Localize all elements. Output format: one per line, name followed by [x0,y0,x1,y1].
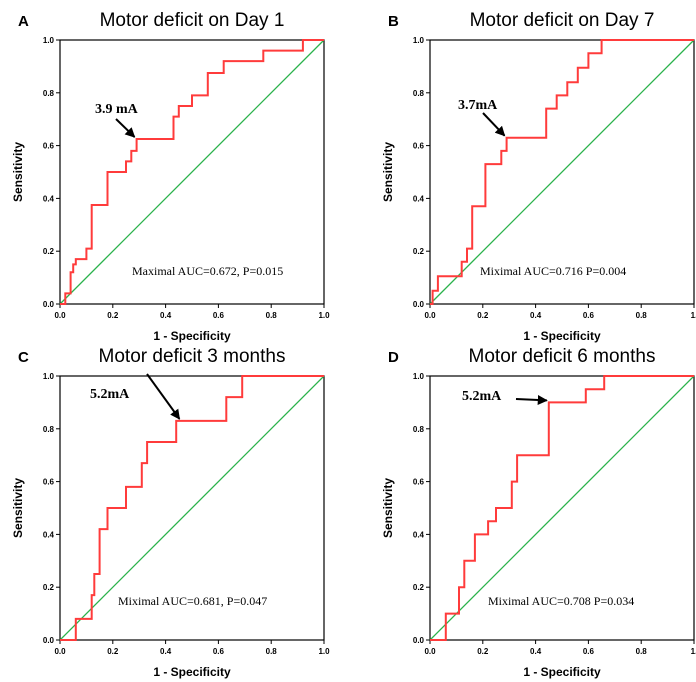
panel-d-letter: D [388,349,399,366]
panel-a-x-tick-label: 0.0 [54,311,66,320]
panel-a-x-tick-label: 0.2 [107,311,119,320]
panel-b-x-tick-label: 0.6 [583,311,595,320]
panel-c-y-tick-label: 0.6 [43,478,55,487]
panel-d-title: Motor deficit 6 months [469,346,656,367]
panel-b-x-tick-label: 0.0 [424,311,436,320]
panel-b-y-tick-label: 0.0 [413,300,425,309]
panel-c-letter: C [18,349,29,366]
panel-d-y-axis-label: Sensitivity [381,478,395,538]
panel-b-x-tick-label: 0.2 [477,311,489,320]
panel-c-y-tick-label: 0.4 [43,530,55,539]
panel-c-title: Motor deficit 3 months [99,346,286,367]
panel-a-y-tick-label: 0.0 [43,300,55,309]
panel-a-reference-line [59,39,325,305]
panel-d-x-tick-label: 0.0 [424,647,436,656]
panel-a-x-tick-label: 0.4 [160,311,172,320]
panel-c-y-axis-label: Sensitivity [11,478,25,538]
panel-a-x-axis-label: 1 - Specificity [153,329,231,343]
panel-c-cutoff-label: 5.2mA [90,387,130,402]
panel-b-title: Motor deficit on Day 7 [470,10,655,31]
panel-b-reference-line [429,39,695,305]
panel-b-x-tick-label: 0.8 [636,311,648,320]
panel-c-x-tick-label: 0.2 [107,647,119,656]
panel-a-y-tick-label: 1.0 [43,36,55,45]
panel-c-auc-text: Miximal AUC=0.681, P=0.047 [118,594,267,608]
panel-c-x-tick-label: 1.0 [318,647,330,656]
panel-a-roc-curve [60,39,324,305]
panel-c-x-tick-label: 0.8 [266,647,278,656]
panel-b: B Motor deficit on Day 7 0.0 0.2 0.4 0.6 0.8 1.… [381,10,696,343]
panel-a-y-axis-label: Sensitivity [11,142,25,202]
panel-b-cutoff-arrow [482,112,506,137]
panel-a-x-tick-label: 1.0 [318,311,330,320]
panel-a-letter: A [18,13,29,30]
panel-b-y-tick-label: 0.6 [413,142,425,151]
panel-c-x-tick-label: 0.0 [54,647,66,656]
panel-d-x-tick-label: 1. [691,647,696,656]
panel-b-y-tick-label: 0.4 [413,194,425,203]
panel-c: C Motor deficit 3 months 0.0 0.2 0.4 0.6 0.8 1.… [11,346,330,679]
panel-c-x-axis-label: 1 - Specificity [153,665,231,679]
panel-a-plot-frame [59,39,325,305]
panel-d-y-tick-label: 0.0 [413,636,425,645]
panel-d-y-tick-label: 0.2 [413,583,425,592]
panel-b-auc-text: Miximal AUC=0.716 P=0.004 [480,264,626,278]
panel-b-x-tick-label: 0.4 [530,311,542,320]
panel-d-x-tick-label: 0.8 [636,647,648,656]
panel-d-y-tick-label: 1.0 [413,372,425,381]
panel-a-cutoff-arrow [115,118,136,138]
panel-c-roc-curve [60,375,324,641]
panel-c-plot-frame [59,375,325,641]
panel-a-auc-text: Maximal AUC=0.672, P=0.015 [132,264,283,278]
panel-a-x-tick-label: 0.6 [213,311,225,320]
panel-b-x-tick-label: 1. [691,311,696,320]
panel-d-x-axis-label: 1 - Specificity [523,665,601,679]
panel-b-y-tick-label: 0.2 [413,247,425,256]
panel-c-reference-line [59,375,325,641]
panel-b-letter: B [388,13,399,30]
panel-a-title: Motor deficit on Day 1 [100,10,285,31]
panel-b-roc-curve [430,39,694,305]
panel-d-plot-frame [429,375,695,641]
panel-c-y-tick-label: 0.0 [43,636,55,645]
panel-d-x-tick-label: 0.6 [583,647,595,656]
panel-c-y-tick-label: 1.0 [43,372,55,381]
panel-b-y-tick-label: 0.8 [413,89,425,98]
panel-c-x-tick-label: 0.6 [213,647,225,656]
panel-d-y-tick-label: 0.4 [413,530,425,539]
panel-a-y-tick-label: 0.4 [43,194,55,203]
panel-d-roc-curve [430,375,694,641]
panel-b-plot-frame [429,39,695,305]
panel-a-y-tick-label: 0.2 [43,247,55,256]
panel-d-cutoff-label: 5.2mA [462,389,502,404]
panel-a-y-tick-label: 0.8 [43,89,55,98]
panel-d-y-tick-label: 0.8 [413,425,425,434]
panel-a-y-tick-label: 0.6 [43,142,55,151]
panel-d-cutoff-arrow [515,394,548,405]
panel-c-cutoff-arrow [146,373,181,420]
panel-d-x-tick-label: 0.2 [477,647,489,656]
panel-a-x-tick-label: 0.8 [266,311,278,320]
panel-b-x-axis-label: 1 - Specificity [523,329,601,343]
panel-d-reference-line [429,375,695,641]
panel-d: D Motor deficit 6 months 0.0 0.2 0.4 0.6 0.8 1.… [381,346,696,679]
panel-a: A Motor deficit on Day 1 0.0 0.2 0.4 0.6 0.8 1.… [11,10,330,343]
panel-c-y-tick-label: 0.2 [43,583,55,592]
panel-b-cutoff-label: 3.7mA [458,98,498,113]
panel-b-y-tick-label: 1.0 [413,36,425,45]
panel-a-cutoff-label: 3.9 mA [95,102,139,117]
panel-d-x-tick-label: 0.4 [530,647,542,656]
panel-c-x-tick-label: 0.4 [160,647,172,656]
panel-c-y-tick-label: 0.8 [43,425,55,434]
panel-d-y-tick-label: 0.6 [413,478,425,487]
panel-d-auc-text: Miximal AUC=0.708 P=0.034 [488,594,634,608]
panel-b-y-axis-label: Sensitivity [381,142,395,202]
